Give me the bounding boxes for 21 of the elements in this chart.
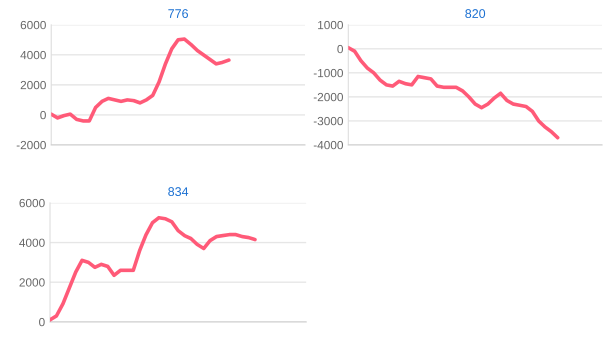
- y-tick-label: -3000: [314, 116, 343, 126]
- y-tick-label: 2000: [19, 278, 45, 287]
- y-tick-label: 6000: [20, 20, 46, 30]
- y-tick-label: 0: [39, 318, 45, 326]
- y-tick-label: 0: [337, 44, 343, 54]
- y-tick-label: -1000: [314, 68, 343, 78]
- y-tick-label: 2000: [20, 80, 46, 90]
- y-tick-label: -2000: [16, 140, 46, 150]
- y-tick-label: 4000: [20, 50, 46, 60]
- line-series: [50, 216, 257, 322]
- chart-title: 820: [465, 9, 486, 18]
- chart-title: 834: [168, 187, 188, 196]
- y-tick-label: 1000: [318, 20, 343, 30]
- line-series: [51, 37, 231, 123]
- y-tick-label: -2000: [314, 92, 343, 102]
- chart-title: 776: [168, 9, 188, 18]
- y-tick-label: 6000: [20, 198, 45, 208]
- y-tick-label: -4000: [314, 140, 343, 150]
- y-tick-label: 0: [40, 110, 46, 120]
- y-tick-label: 4000: [19, 238, 45, 247]
- line-series: [348, 46, 560, 140]
